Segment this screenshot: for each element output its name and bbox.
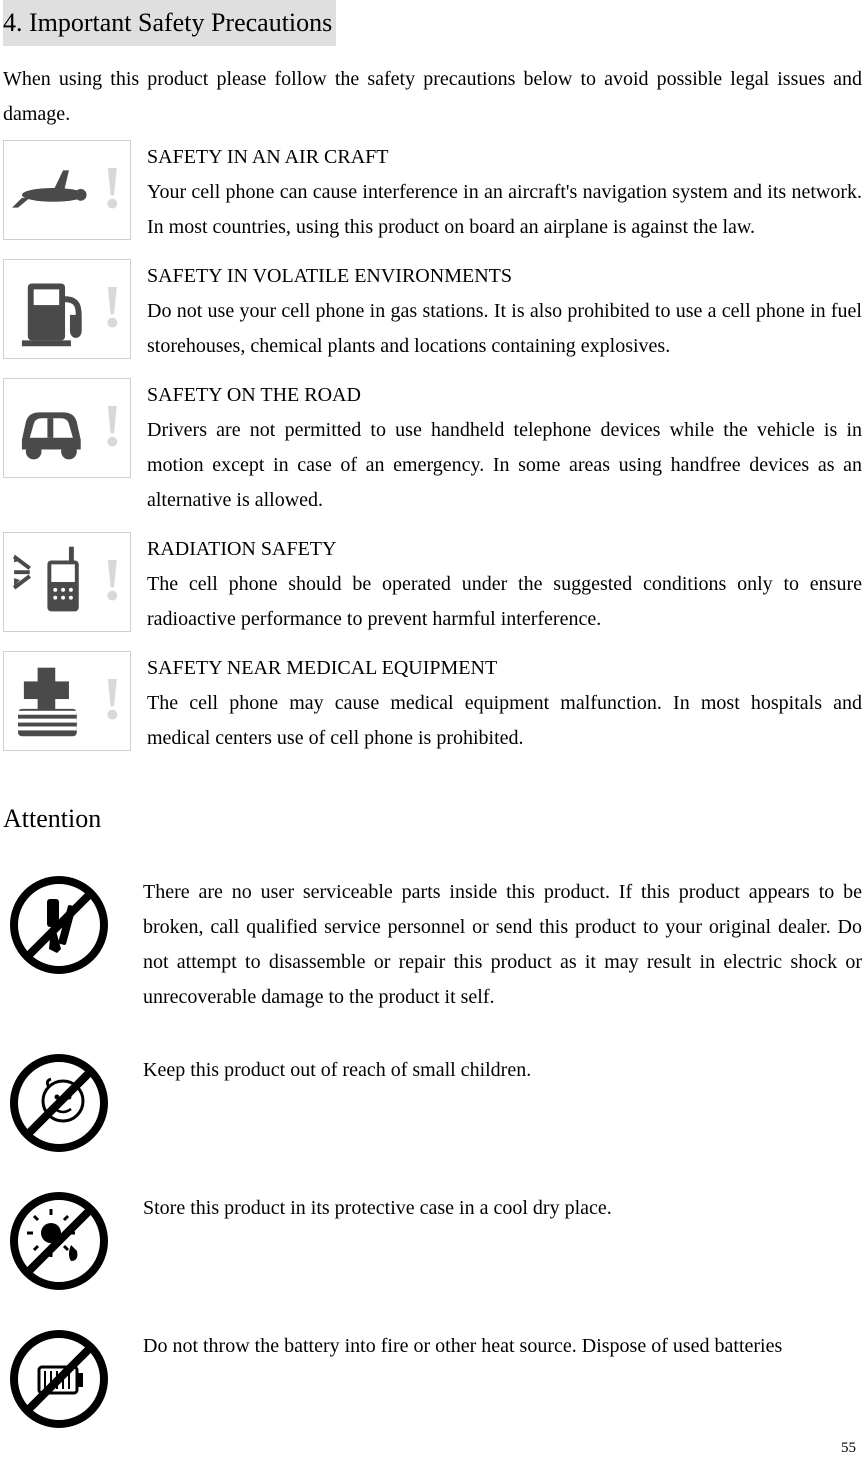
precaution-block: ! SAFETY IN AN AIR CRAFT Your cell phone… <box>3 140 862 245</box>
attention-block: Keep this product out of reach of small … <box>3 1053 862 1153</box>
car-icon: ! <box>3 378 131 478</box>
svg-text:!: ! <box>102 154 122 221</box>
precaution-text: SAFETY IN VOLATILE ENVIRONMENTS Do not u… <box>147 259 862 364</box>
svg-text:!: ! <box>102 546 122 613</box>
section-title: 4. Important Safety Precautions <box>3 0 336 46</box>
no-battery-fire-icon <box>9 1329 109 1429</box>
attention-title: Attention <box>3 796 862 842</box>
attention-text: Do not throw the battery into fire or ot… <box>143 1329 862 1364</box>
attention-text: There are no user serviceable parts insi… <box>143 875 862 1015</box>
attention-block: There are no user serviceable parts insi… <box>3 875 862 1015</box>
precaution-heading: SAFETY IN AN AIR CRAFT <box>147 140 862 175</box>
precaution-body: The cell phone should be operated under … <box>147 573 862 630</box>
precaution-body: Your cell phone can cause interference i… <box>147 181 862 238</box>
precaution-heading: RADIATION SAFETY <box>147 532 862 567</box>
precaution-text: SAFETY IN AN AIR CRAFT Your cell phone c… <box>147 140 862 245</box>
precaution-block: ! RADIATION SAFETY The cell phone should… <box>3 532 862 637</box>
no-disassemble-icon <box>9 875 109 975</box>
page-number: 55 <box>3 1435 862 1461</box>
precaution-body: Do not use your cell phone in gas statio… <box>147 300 862 357</box>
precaution-body: The cell phone may cause medical equipme… <box>147 692 862 749</box>
attention-text: Store this product in its protective cas… <box>143 1191 862 1226</box>
precaution-block: ! SAFETY NEAR MEDICAL EQUIPMENT The cell… <box>3 651 862 756</box>
gas-pump-icon: ! <box>3 259 131 359</box>
precaution-body: Drivers are not permitted to use handhel… <box>147 419 862 511</box>
radiation-phone-icon: ! <box>3 532 131 632</box>
precaution-block: ! SAFETY IN VOLATILE ENVIRONMENTS Do not… <box>3 259 862 364</box>
svg-text:!: ! <box>102 665 122 732</box>
precaution-heading: SAFETY ON THE ROAD <box>147 378 862 413</box>
no-sun-moisture-icon <box>9 1191 109 1291</box>
precaution-heading: SAFETY NEAR MEDICAL EQUIPMENT <box>147 651 862 686</box>
precaution-text: SAFETY NEAR MEDICAL EQUIPMENT The cell p… <box>147 651 862 756</box>
attention-block: Store this product in its protective cas… <box>3 1191 862 1291</box>
medical-icon: ! <box>3 651 131 751</box>
precaution-block: ! SAFETY ON THE ROAD Drivers are not per… <box>3 378 862 518</box>
attention-text: Keep this product out of reach of small … <box>143 1053 862 1088</box>
no-children-icon <box>9 1053 109 1153</box>
precaution-heading: SAFETY IN VOLATILE ENVIRONMENTS <box>147 259 862 294</box>
aircraft-icon: ! <box>3 140 131 240</box>
attention-block: Do not throw the battery into fire or ot… <box>3 1329 862 1429</box>
svg-text:!: ! <box>102 273 122 340</box>
intro-text: When using this product please follow th… <box>3 62 862 132</box>
precaution-text: RADIATION SAFETY The cell phone should b… <box>147 532 862 637</box>
svg-text:!: ! <box>102 392 122 459</box>
precaution-text: SAFETY ON THE ROAD Drivers are not permi… <box>147 378 862 518</box>
